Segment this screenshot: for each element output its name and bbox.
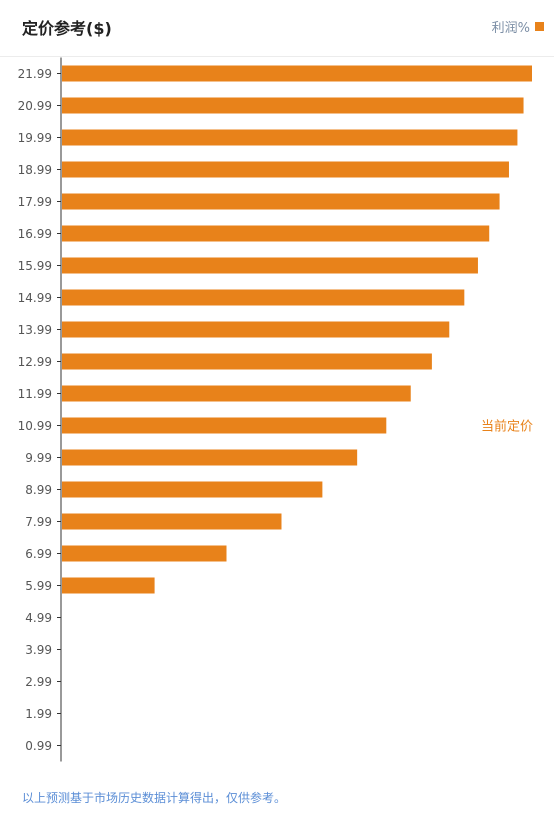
current-price-annotation: 当前定价 (481, 419, 533, 435)
legend-label: 利润% (491, 21, 530, 36)
legend-swatch (535, 22, 544, 31)
y-tick-label: 11.99 (18, 387, 52, 401)
y-tick-label: 0.99 (25, 739, 52, 753)
y-tick-label: 3.99 (25, 643, 52, 657)
y-tick-label: 6.99 (25, 547, 52, 561)
bar[interactable] (62, 353, 432, 370)
bar[interactable] (62, 97, 524, 114)
y-tick-label: 4.99 (25, 611, 52, 625)
y-tick-label: 19.99 (18, 131, 52, 145)
bar[interactable] (62, 129, 518, 146)
bar[interactable] (62, 449, 358, 466)
y-tick-label: 20.99 (18, 99, 52, 113)
bar[interactable] (62, 289, 465, 306)
bar[interactable] (62, 193, 500, 210)
bar[interactable] (62, 257, 478, 274)
y-tick-label: 18.99 (18, 163, 52, 177)
chart-title: 定价参考($) (22, 19, 112, 38)
bar[interactable] (62, 545, 227, 562)
chart-header: 定价参考($) 利润% (0, 0, 554, 57)
y-tick-label: 13.99 (18, 323, 52, 337)
y-tick-label: 12.99 (18, 355, 52, 369)
bar[interactable] (62, 65, 532, 82)
y-tick-label: 1.99 (25, 707, 52, 721)
y-tick-label: 16.99 (18, 227, 52, 241)
bar[interactable] (62, 417, 387, 434)
bar[interactable] (62, 513, 282, 530)
bar[interactable] (62, 321, 450, 338)
bar[interactable] (62, 385, 411, 402)
y-tick-label: 9.99 (25, 451, 52, 465)
bar[interactable] (62, 577, 155, 594)
y-tick-label: 5.99 (25, 579, 52, 593)
bar-chart: 21.99 20.99 19.99 18.99 17.99 16.99 15.99 14.99… (18, 57, 533, 762)
y-tick-label: 10.99 (18, 419, 52, 433)
y-tick-label: 15.99 (18, 259, 52, 273)
footnote: 以上预测基于市场历史数据计算得出，仅供参考。 (22, 791, 287, 805)
y-tick-label: 21.99 (18, 67, 52, 81)
bar[interactable] (62, 161, 509, 178)
y-tick-label: 8.99 (25, 483, 52, 497)
y-tick-label: 7.99 (25, 515, 52, 529)
y-tick-label: 2.99 (25, 675, 52, 689)
bar[interactable] (62, 481, 323, 498)
legend[interactable]: 利润% (492, 17, 544, 36)
y-tick-label: 17.99 (18, 195, 52, 209)
bar[interactable] (62, 225, 490, 242)
y-tick-label: 14.99 (18, 291, 52, 305)
